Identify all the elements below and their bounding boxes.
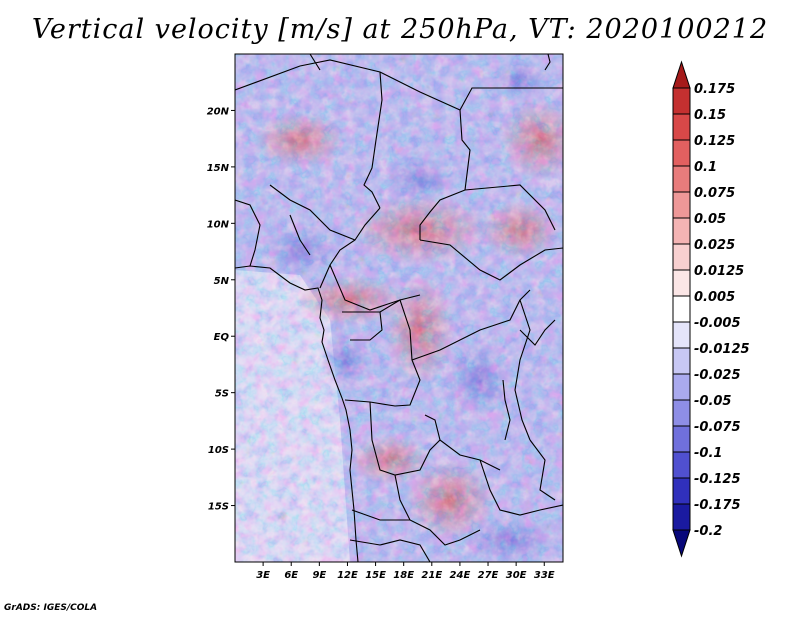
lat-tick-label: 10S	[208, 445, 229, 456]
lon-tick-label: 27E	[478, 570, 499, 581]
lat-tick-label: 15N	[207, 163, 230, 174]
colorbar-label: -0.025	[694, 368, 741, 383]
colorbar-label: -0.1	[694, 446, 722, 461]
lon-tick-label: 3E	[256, 570, 270, 581]
colorbar-swatch	[672, 477, 691, 505]
map-title: Vertical velocity [m/s] at 250hPa, VT: 2…	[31, 14, 769, 45]
grads-credit: GrADS: IGES/COLA	[4, 603, 98, 613]
shaded-field	[235, 54, 563, 562]
colorbar-label: -0.2	[694, 524, 722, 539]
colorbar-label: 0.025	[694, 238, 735, 253]
colorbar-label: -0.0125	[694, 342, 750, 357]
colorbar-swatch	[672, 139, 691, 167]
colorbar-label: -0.05	[694, 394, 731, 409]
lat-tick-label: EQ	[214, 332, 230, 343]
colorbar-swatch	[672, 321, 691, 349]
lat-tick-label: 15S	[208, 502, 229, 513]
colorbar-label: -0.125	[694, 472, 741, 487]
lon-tick-label: 24E	[450, 570, 471, 581]
lon-tick-label: 33E	[534, 570, 555, 581]
colorbar-label: 0.1	[694, 160, 717, 175]
colorbar-label: 0.005	[694, 290, 735, 305]
colorbar-swatch	[672, 399, 691, 427]
colorbar-swatch	[672, 269, 691, 297]
colorbar-swatch	[672, 347, 691, 375]
colorbar-label: 0.15	[694, 108, 726, 123]
lon-tick-label: 21E	[421, 570, 442, 581]
colorbar-swatch	[672, 503, 691, 531]
lat-tick-label: 20N	[207, 106, 230, 117]
plot-frame	[234, 53, 564, 563]
colorbar-swatch	[672, 113, 691, 141]
lon-tick-label: 9E	[312, 570, 326, 581]
lon-tick-label: 18E	[393, 570, 414, 581]
colorbar-swatch	[672, 191, 691, 219]
colorbar-swatch	[672, 87, 691, 115]
colorbar-label: -0.175	[694, 498, 741, 513]
colorbar-swatch	[672, 295, 691, 323]
lon-tick-label: 15E	[365, 570, 386, 581]
lat-tick-label: 5N	[214, 276, 230, 287]
lon-tick-label: 6E	[284, 570, 298, 581]
colorbar-swatch	[672, 165, 691, 193]
colorbar-label: 0.175	[694, 82, 735, 97]
colorbar-swatch	[672, 529, 691, 558]
colorbar-label: -0.005	[694, 316, 741, 331]
colorbar-label: 0.125	[694, 134, 735, 149]
lon-tick-label: 12E	[337, 570, 358, 581]
colorbar-label: 0.05	[694, 212, 726, 227]
colorbar-swatch	[672, 243, 691, 271]
colorbar: 0.175 0.15 0.125 0.1 0.075 0.05 0.025 0.0125 0.0…	[672, 60, 750, 558]
latitude-axis: 20N 15N 10N 5N EQ 5S 10S 15S	[207, 106, 235, 513]
colorbar-label: 0.075	[694, 186, 735, 201]
colorbar-swatch	[672, 373, 691, 401]
longitude-axis: 3E 6E 9E 12E 15E 18E 21E 24E 27E 30E 33E	[256, 562, 555, 581]
colorbar-label: -0.075	[694, 420, 741, 435]
colorbar-swatch	[672, 217, 691, 245]
colorbar-swatch	[672, 425, 691, 453]
colorbar-swatch	[672, 60, 691, 89]
colorbar-swatch	[672, 451, 691, 479]
country-borders	[235, 54, 563, 562]
lat-tick-label: 10N	[207, 219, 230, 230]
lat-tick-label: 5S	[215, 389, 229, 400]
colorbar-label: 0.0125	[694, 264, 744, 279]
lon-tick-label: 30E	[506, 570, 527, 581]
